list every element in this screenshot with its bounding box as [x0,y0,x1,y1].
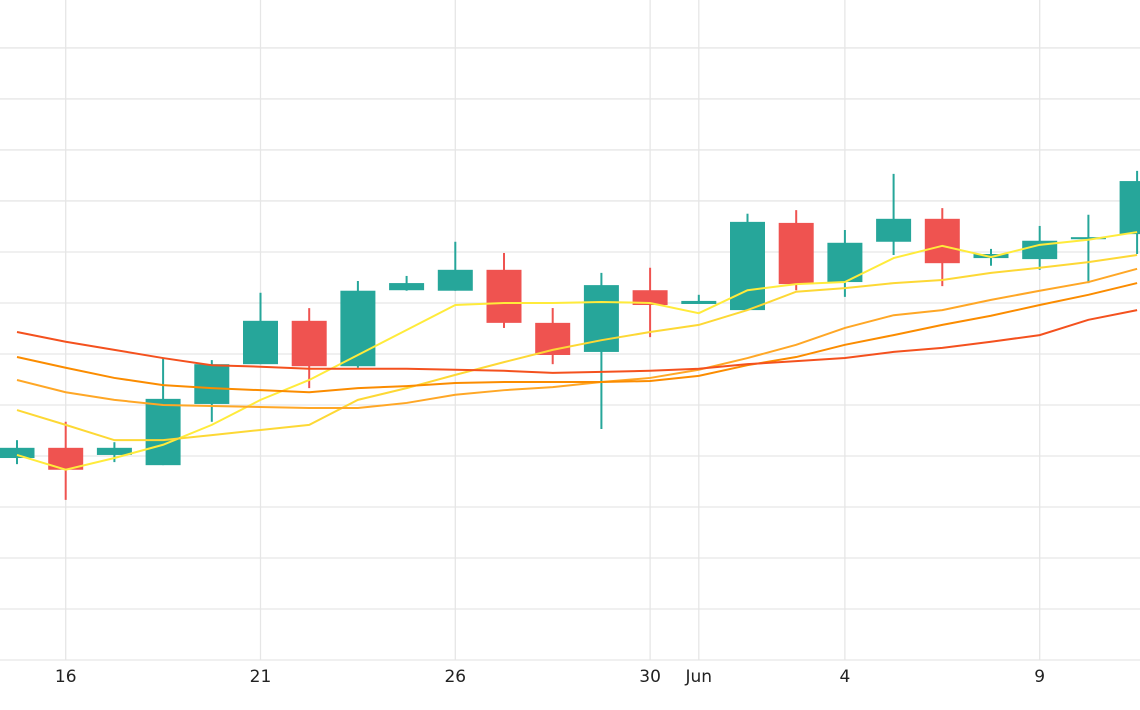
x-tick-label: 21 [250,667,272,687]
moving-average-line [16,231,1138,471]
candle-body [194,364,230,404]
candle-body [1022,240,1058,260]
candle-body [632,290,668,306]
candle-body [145,398,181,466]
candle-body [486,269,522,323]
candle-body [924,218,960,264]
moving-average-line [16,282,1138,394]
candle-body [291,320,327,367]
moving-average-line [16,267,1138,410]
moving-average-line [16,309,1138,374]
candle-body [389,283,425,291]
candle-body [340,290,376,367]
x-tick-label: 26 [444,667,466,687]
candle-body [1070,237,1106,240]
x-tick-label: Jun [685,667,713,687]
x-tick-label: 4 [839,667,850,687]
candle-body [876,218,912,242]
candle-body [437,269,473,291]
candle-body [1119,181,1140,235]
x-tick-label: 16 [55,667,77,687]
moving-average-line [16,254,1138,442]
x-tick-label: 9 [1034,667,1045,687]
candle-body [778,222,814,285]
candle-body [96,447,132,455]
candle-body [0,447,35,459]
candle-body [681,300,717,304]
candle-body [243,320,278,365]
x-tick-label: 30 [639,667,661,687]
candle-body [48,447,84,470]
